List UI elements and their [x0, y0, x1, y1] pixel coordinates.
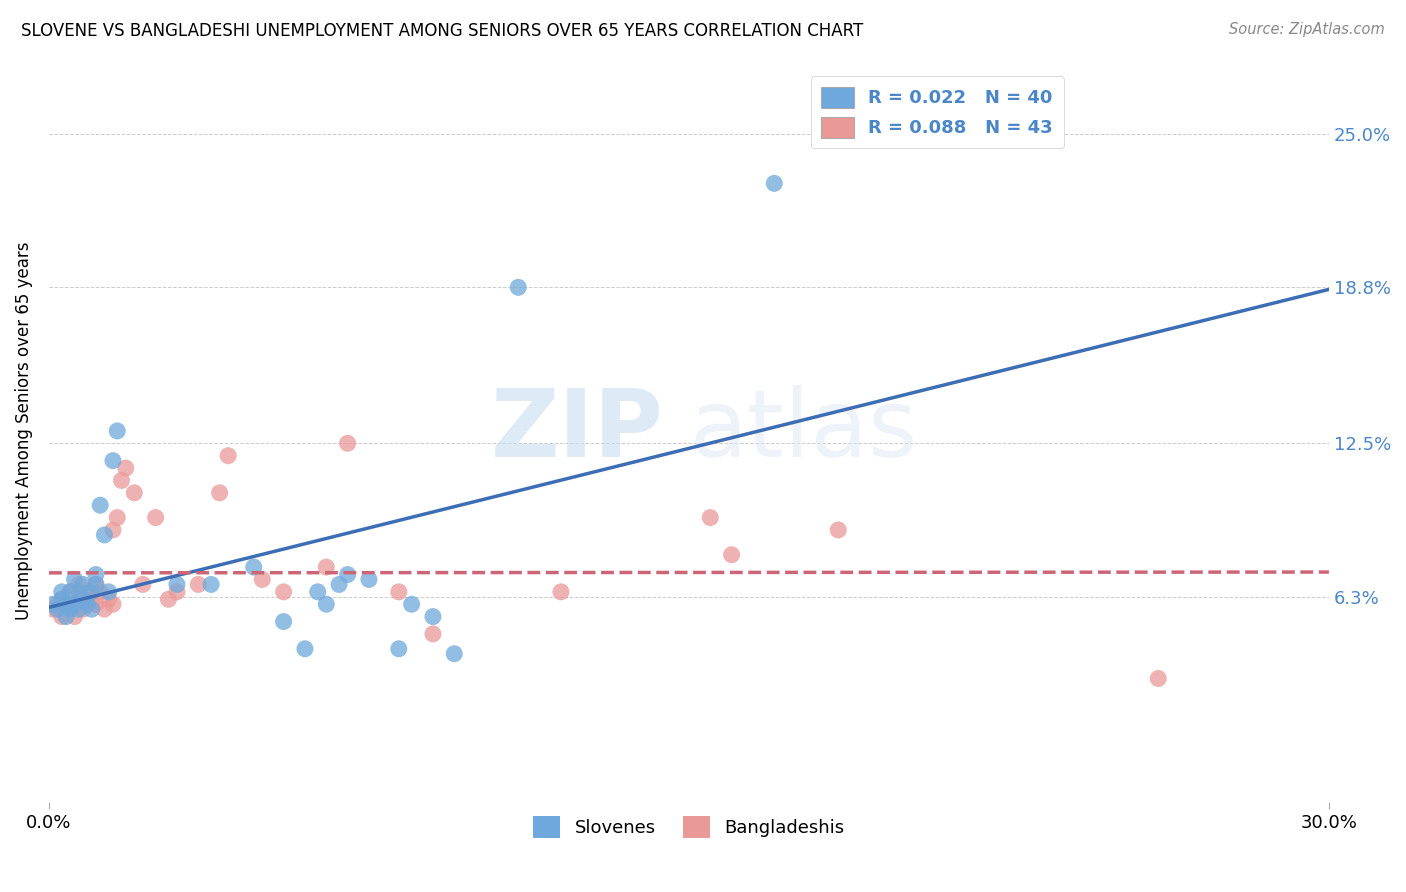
- Point: [273, 615, 295, 629]
- Point: [105, 510, 128, 524]
- Point: [101, 523, 124, 537]
- Point: [51, 585, 73, 599]
- Y-axis label: Unemployment Among Seniors over 65 years: Unemployment Among Seniors over 65 years: [15, 242, 32, 620]
- Text: atlas: atlas: [689, 385, 917, 477]
- Point: [307, 585, 329, 599]
- Point: [84, 597, 107, 611]
- Point: [763, 177, 786, 191]
- Point: [67, 585, 90, 599]
- Point: [55, 597, 77, 611]
- Point: [336, 567, 359, 582]
- Point: [328, 577, 350, 591]
- Point: [46, 602, 69, 616]
- Text: Source: ZipAtlas.com: Source: ZipAtlas.com: [1229, 22, 1385, 37]
- Point: [827, 523, 849, 537]
- Point: [80, 602, 103, 616]
- Point: [166, 577, 188, 591]
- Point: [252, 573, 274, 587]
- Point: [422, 609, 444, 624]
- Point: [59, 585, 82, 599]
- Legend: Slovenes, Bangladeshis: Slovenes, Bangladeshis: [526, 809, 852, 846]
- Text: SLOVENE VS BANGLADESHI UNEMPLOYMENT AMONG SENIORS OVER 65 YEARS CORRELATION CHAR: SLOVENE VS BANGLADESHI UNEMPLOYMENT AMON…: [21, 22, 863, 40]
- Point: [67, 602, 90, 616]
- Point: [72, 592, 94, 607]
- Point: [72, 597, 94, 611]
- Point: [720, 548, 742, 562]
- Point: [315, 597, 337, 611]
- Point: [76, 585, 98, 599]
- Point: [388, 641, 411, 656]
- Point: [51, 592, 73, 607]
- Point: [336, 436, 359, 450]
- Point: [132, 577, 155, 591]
- Point: [67, 592, 90, 607]
- Point: [97, 592, 120, 607]
- Point: [508, 280, 530, 294]
- Point: [55, 609, 77, 624]
- Point: [42, 597, 65, 611]
- Point: [76, 597, 98, 611]
- Point: [101, 453, 124, 467]
- Point: [72, 602, 94, 616]
- Point: [422, 627, 444, 641]
- Point: [145, 510, 167, 524]
- Point: [97, 585, 120, 599]
- Point: [63, 597, 86, 611]
- Point: [55, 602, 77, 616]
- Point: [388, 585, 411, 599]
- Point: [63, 609, 86, 624]
- Point: [443, 647, 465, 661]
- Point: [200, 577, 222, 591]
- Point: [110, 474, 132, 488]
- Point: [84, 577, 107, 591]
- Point: [101, 597, 124, 611]
- Point: [315, 560, 337, 574]
- Point: [59, 585, 82, 599]
- Point: [42, 602, 65, 616]
- Point: [124, 485, 146, 500]
- Point: [208, 485, 231, 500]
- Point: [105, 424, 128, 438]
- Point: [93, 602, 115, 616]
- Point: [80, 592, 103, 607]
- Point: [242, 560, 264, 574]
- Point: [401, 597, 423, 611]
- Point: [84, 577, 107, 591]
- Point: [51, 592, 73, 607]
- Point: [187, 577, 209, 591]
- Point: [63, 573, 86, 587]
- Point: [89, 498, 111, 512]
- Point: [294, 641, 316, 656]
- Point: [93, 528, 115, 542]
- Point: [84, 567, 107, 582]
- Point: [46, 597, 69, 611]
- Point: [157, 592, 180, 607]
- Text: ZIP: ZIP: [491, 385, 664, 477]
- Point: [217, 449, 239, 463]
- Point: [51, 609, 73, 624]
- Point: [59, 597, 82, 611]
- Point: [166, 585, 188, 599]
- Point: [80, 585, 103, 599]
- Point: [357, 573, 380, 587]
- Point: [89, 585, 111, 599]
- Point: [273, 585, 295, 599]
- Point: [699, 510, 721, 524]
- Point: [67, 577, 90, 591]
- Point: [114, 461, 136, 475]
- Point: [550, 585, 572, 599]
- Point: [72, 577, 94, 591]
- Point: [59, 602, 82, 616]
- Point: [1147, 672, 1170, 686]
